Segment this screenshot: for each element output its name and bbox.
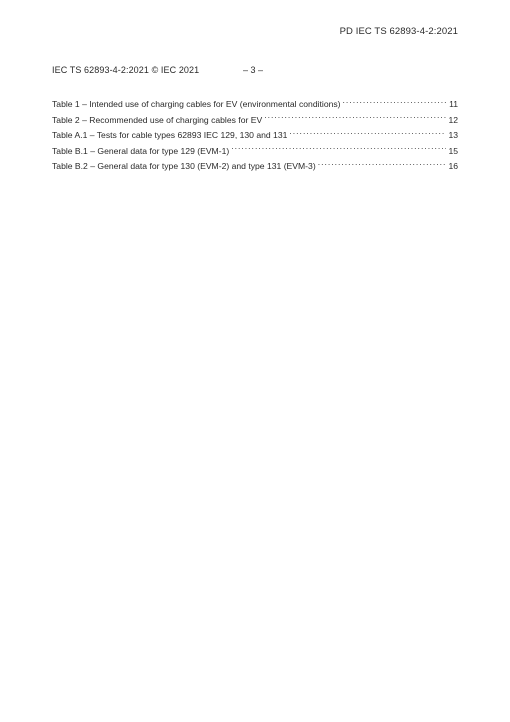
page-container: PD IEC TS 62893-4-2:2021 IEC TS 62893-4-… <box>0 0 510 722</box>
toc-leader-dots <box>318 158 447 169</box>
toc-entry-page: 11 <box>449 97 458 112</box>
toc-leader-dots <box>231 143 446 154</box>
toc-entry: Table B.2 – General data for type 130 (E… <box>52 158 458 174</box>
toc-entry: Table 2 – Recommended use of charging ca… <box>52 112 458 128</box>
toc-entry: Table B.1 – General data for type 129 (E… <box>52 143 458 159</box>
toc-entry-title: Table B.2 – General data for type 130 (E… <box>52 159 316 174</box>
toc-entry-page: 15 <box>448 144 458 159</box>
document-id-header: PD IEC TS 62893-4-2:2021 <box>340 26 458 37</box>
toc-entry-title: Table 2 – Recommended use of charging ca… <box>52 113 262 128</box>
toc-entry: Table 1 – Intended use of charging cable… <box>52 96 458 112</box>
list-of-tables: Table 1 – Intended use of charging cable… <box>52 96 458 174</box>
toc-entry-page: 12 <box>448 113 458 128</box>
toc-entry: Table A.1 – Tests for cable types 62893 … <box>52 127 458 143</box>
toc-entry-page: 16 <box>448 159 458 174</box>
toc-leader-dots <box>289 127 446 138</box>
page-number: – 3 – <box>243 65 263 75</box>
toc-leader-dots <box>343 96 448 107</box>
toc-entry-title: Table B.1 – General data for type 129 (E… <box>52 144 229 159</box>
document-reference-line: IEC TS 62893-4-2:2021 © IEC 2021 <box>52 65 199 75</box>
toc-entry-title: Table 1 – Intended use of charging cable… <box>52 97 341 112</box>
toc-leader-dots <box>264 112 446 123</box>
toc-entry-title: Table A.1 – Tests for cable types 62893 … <box>52 128 287 143</box>
toc-entry-page: 13 <box>448 128 458 143</box>
